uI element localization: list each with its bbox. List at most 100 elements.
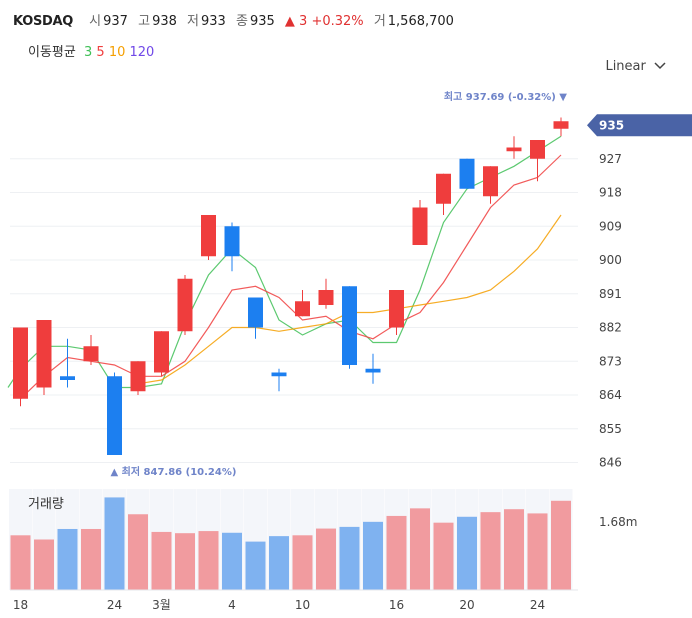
candle: [318, 278, 334, 309]
volume-bar: [175, 533, 195, 590]
volume-bar: [151, 531, 172, 590]
volume-tick-label: 1.68m: [599, 515, 637, 529]
volume-value: 1,568,700: [387, 14, 454, 29]
volume-bar: [222, 532, 242, 590]
symbol-name: KOSDAQ: [13, 14, 74, 29]
ma-legend-item-120[interactable]: 120: [129, 45, 155, 60]
volume-bar: [410, 508, 430, 590]
candle: [389, 290, 404, 335]
candle-body: [342, 286, 357, 365]
candle: [436, 173, 451, 215]
high-label: 고: [138, 14, 151, 29]
scale-label: Linear: [605, 59, 646, 74]
chevron-down-icon: [654, 62, 666, 70]
price-tick-label: 900: [599, 253, 622, 267]
date-tick-label: 24: [530, 598, 545, 612]
price-tick-label: 909: [599, 219, 622, 233]
candle-body: [389, 290, 404, 328]
volume-bar: [81, 528, 101, 590]
price-tick-label: 873: [599, 354, 622, 368]
volume-bar: [198, 531, 219, 590]
ma-legend-item-3[interactable]: 3: [83, 45, 93, 60]
last-price-tag-label: 935: [599, 118, 624, 132]
scale-dropdown[interactable]: Linear: [605, 59, 666, 74]
candle: [342, 286, 357, 369]
candle: [530, 140, 545, 182]
candle: [412, 200, 428, 245]
volume-bar: [316, 528, 336, 590]
low-annotation: ▲ 최저 847.86 (10.24%): [111, 465, 237, 478]
candle-body: [36, 320, 52, 388]
candle: [506, 136, 522, 159]
date-tick-label: 10: [295, 598, 310, 612]
volume-panel: 1.68m 거래량: [9, 489, 637, 591]
candle: [483, 166, 498, 204]
volume-bar: [527, 513, 548, 590]
candle-body: [553, 121, 569, 129]
volume-bar: [34, 539, 54, 590]
close-value: 935: [249, 14, 275, 29]
volume-bar: [245, 541, 266, 590]
change-value: 3: [299, 14, 308, 29]
candle: [154, 331, 169, 377]
price-tick-label: 855: [599, 422, 622, 436]
candle-body: [130, 361, 146, 392]
volume-bar: [480, 512, 501, 590]
price-tick-label: 918: [599, 186, 622, 200]
change-pct: +0.32%: [311, 14, 364, 29]
ma-legend-title: 이동평균: [28, 45, 76, 60]
last-price-tag-shape: [587, 114, 692, 137]
open-value: 937: [103, 14, 128, 29]
candle: [13, 327, 28, 407]
volume-bar: [292, 535, 313, 590]
candle-body: [318, 290, 334, 305]
candle-body: [107, 376, 122, 455]
ma-legend-item-5[interactable]: 5: [96, 45, 105, 60]
price-tick-label: 882: [599, 321, 622, 335]
candle-body: [271, 372, 287, 377]
date-tick-label: 16: [389, 598, 404, 612]
candle-body: [248, 297, 263, 328]
candle-body: [436, 173, 451, 204]
last-price-tag: 935: [587, 114, 692, 137]
date-tick-label: 24: [107, 598, 122, 612]
low-value: 933: [201, 14, 226, 29]
open-label: 시: [89, 14, 102, 29]
date-tick-label: 3월: [152, 598, 171, 612]
candle-body: [530, 140, 545, 159]
candle: [130, 361, 146, 395]
candle: [459, 158, 475, 189]
candle-body: [60, 376, 75, 380]
close-label: 종: [235, 14, 248, 29]
candle: [107, 372, 122, 455]
volume-bar: [551, 500, 571, 590]
volume-axis-label: 거래량: [28, 497, 64, 512]
candle-body: [177, 278, 193, 332]
candle-body: [483, 166, 498, 197]
candle: [83, 335, 99, 365]
axes: 846 855 864 873 882 891 900 909 918 927 18 24 3월 4 10 1…: [13, 114, 692, 612]
volume-label: 거: [373, 14, 386, 29]
candle: [224, 222, 240, 272]
price-tick-label: 846: [599, 456, 622, 470]
volume-bar: [339, 526, 360, 590]
candle: [36, 320, 52, 395]
volume-bar: [104, 497, 125, 590]
volume-bar: [128, 514, 148, 590]
ma-legend-item-10[interactable]: 10: [108, 45, 126, 60]
candle-body: [412, 207, 428, 245]
candle-body: [506, 147, 522, 152]
candle: [295, 290, 310, 317]
grid-lines: [10, 158, 578, 463]
date-tick-label: 18: [13, 598, 28, 612]
high-annotation: 최고 937.69 (-0.32%) ▼: [444, 90, 567, 103]
volume-bar: [386, 515, 407, 590]
date-tick-label: 20: [459, 598, 474, 612]
low-label: 저: [187, 14, 199, 29]
price-tick-label: 864: [599, 388, 622, 402]
candle: [60, 338, 75, 388]
volume-bar: [504, 509, 524, 590]
candlestick-series: [13, 117, 569, 455]
